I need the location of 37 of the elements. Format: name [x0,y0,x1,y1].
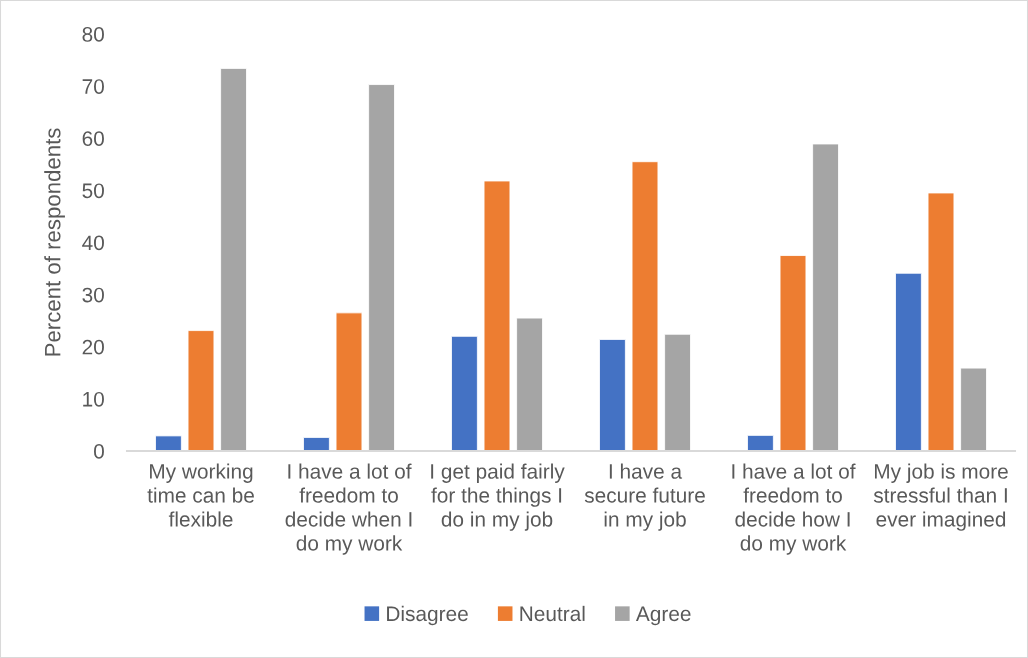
y-tick-label: 80 [82,27,104,42]
y-axis-title: Percent of respondents [44,128,65,356]
y-tick-label: 20 [82,339,104,355]
bar [812,143,839,451]
bar [664,333,691,451]
bar [220,67,247,451]
y-tick-label: 0 [94,444,104,459]
legend-label: Agree [635,606,691,626]
x-tick-label: I have a lot of freedom to decide when I do my work [285,463,412,555]
x-tick-label: I have a lot of freedom to decide how I do my work [732,463,856,555]
bar [451,335,478,451]
bar [779,255,807,451]
y-tick-label: 10 [83,391,104,407]
legend-label: Neutral [520,605,585,622]
bar [368,84,395,451]
bar [303,437,330,451]
bar [747,434,774,451]
bar [895,272,922,451]
x-tick-label: My working time can be flexible [147,463,254,527]
y-tick-label: 70 [82,79,104,94]
y-tick-label: 30 [82,287,104,303]
bar [335,312,363,451]
x-tick-label: I have a secure future in my job [584,463,705,531]
bar [927,192,955,451]
y-tick-label: 40 [82,235,104,251]
bar [631,161,659,451]
bar [187,330,215,451]
legend-label: Disagree [387,605,468,626]
bar [483,180,511,451]
x-tick-label: My job is more stressful than I ever imagined [873,463,1008,531]
bar [599,339,626,451]
bar [516,317,543,451]
y-tick-label: 50 [82,183,104,199]
bar [960,367,987,451]
x-tick-label: I get paid fairly for the things I do in my job [431,463,565,531]
y-tick-label: 60 [82,131,104,146]
bar [155,435,182,451]
